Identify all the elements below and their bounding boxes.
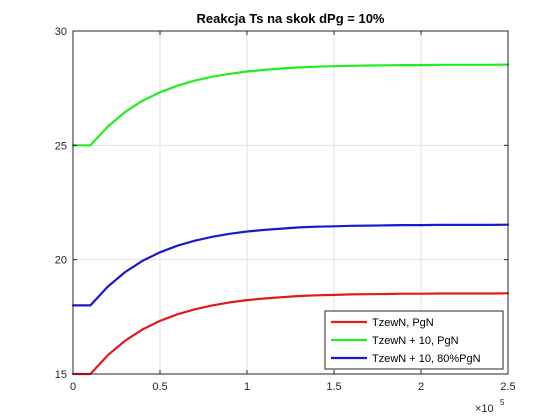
- x-exponent-base: ×10: [475, 403, 494, 415]
- y-tick-label: 20: [55, 255, 67, 267]
- axes-frame: [72, 30, 509, 375]
- x-tick-label: 0: [70, 381, 76, 393]
- series-line-1: [71, 292, 510, 376]
- y-tick-label: 30: [55, 26, 67, 38]
- x-tick-label: 2.5: [500, 381, 515, 393]
- series-line-3: [71, 223, 510, 307]
- x-exponent-label: ×10 5: [475, 398, 505, 415]
- legend-label-2: TzewN + 10, PgN: [372, 335, 459, 347]
- legend-label-1: TzewN, PgN: [372, 317, 434, 329]
- x-tick-label: 1.5: [326, 381, 341, 393]
- x-tick-label: 2: [418, 381, 424, 393]
- axis-ticks: 0 0.5 1 1.5 2 2.5 15 20 25 30: [55, 26, 516, 393]
- series-lines: [71, 63, 510, 376]
- y-tick-label: 25: [55, 140, 67, 152]
- x-exponent-power: 5: [500, 398, 505, 407]
- chart-title: Reakcja Ts na skok dPg = 10%: [197, 11, 385, 26]
- legend-label-3: TzewN + 10, 80%PgN: [372, 353, 481, 365]
- series-line-2: [71, 63, 510, 147]
- legend: TzewN, PgN TzewN + 10, PgN TzewN + 10, 80%…: [324, 310, 504, 370]
- y-tick-label: 15: [55, 369, 67, 381]
- x-tick-label: 0.5: [152, 381, 167, 393]
- x-tick-label: 1: [244, 381, 250, 393]
